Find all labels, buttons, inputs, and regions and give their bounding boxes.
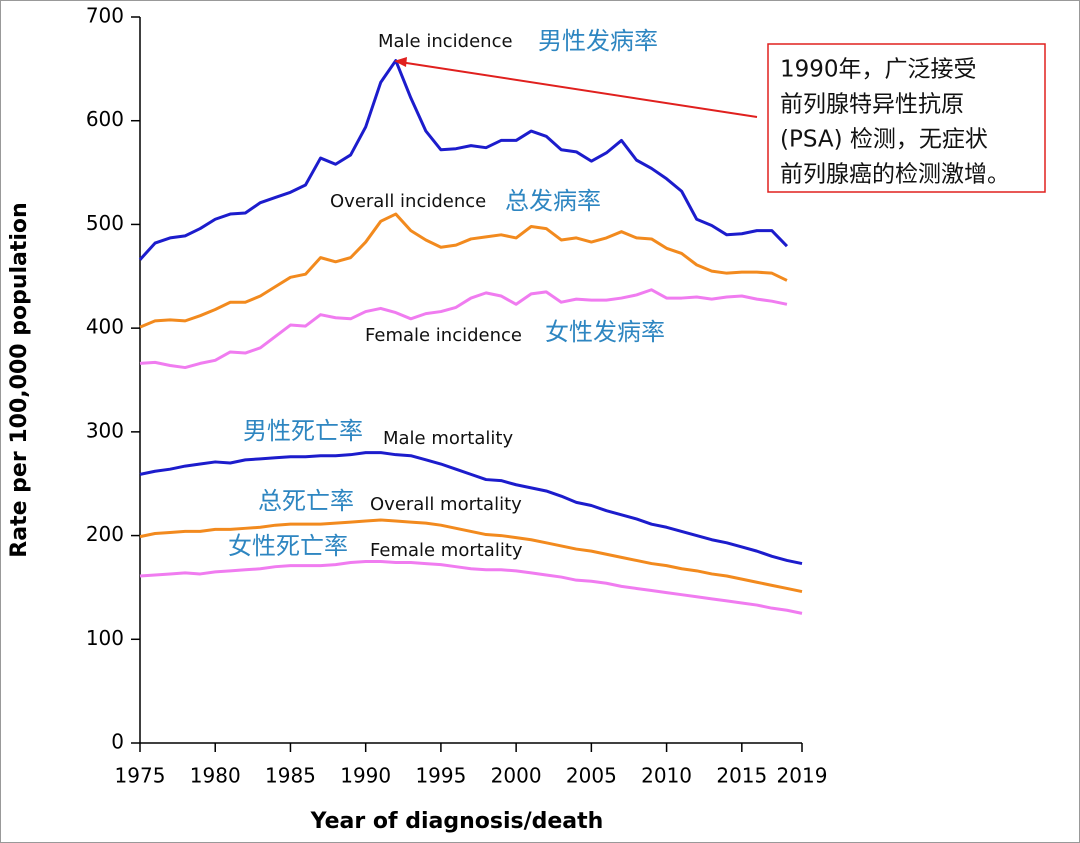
y-tick-label: 200 xyxy=(86,522,124,546)
series-line xyxy=(139,288,788,370)
x-tick-label: 2010 xyxy=(641,764,692,788)
annotation: Female incidence xyxy=(365,325,522,346)
y-tick-label: 600 xyxy=(86,107,124,131)
x-tick-label: 2015 xyxy=(716,764,767,788)
y-tick-label: 300 xyxy=(86,418,124,442)
y-tick-label: 0 xyxy=(111,730,124,754)
annotation: 男性死亡率 xyxy=(243,417,363,445)
callout-arrow xyxy=(399,61,758,118)
annotation: Overall mortality xyxy=(370,494,522,515)
callout-text: 前列腺癌的检测激增。 xyxy=(780,162,1010,188)
series-line xyxy=(139,451,803,566)
annotation: Overall incidence xyxy=(330,191,486,212)
annotation: Male mortality xyxy=(383,428,513,449)
x-tick-label: 2005 xyxy=(566,764,617,788)
x-tick-label: 1995 xyxy=(415,764,466,788)
y-tick-label: 400 xyxy=(86,315,124,339)
x-tick-label: 1975 xyxy=(115,764,166,788)
series-line xyxy=(139,560,803,615)
x-axis-title: Year of diagnosis/death xyxy=(310,809,604,834)
x-tick-label: 2000 xyxy=(491,764,542,788)
callout-text: (PSA) 检测，无症状 xyxy=(780,127,988,153)
series-line xyxy=(139,212,788,329)
x-tick-label: 1985 xyxy=(265,764,316,788)
annotation: Male incidence xyxy=(378,31,513,52)
callout-box xyxy=(767,43,1046,193)
x-tick-label: 1990 xyxy=(340,764,391,788)
y-tick-label: 500 xyxy=(86,211,124,235)
y-axis-title: Rate per 100,000 population xyxy=(7,202,32,557)
series-line xyxy=(139,518,803,594)
annotation: 总发病率 xyxy=(505,187,601,215)
x-tick-label: 1980 xyxy=(190,764,241,788)
series-line xyxy=(138,59,789,261)
callout-text: 1990年，广泛接受 xyxy=(780,57,977,83)
annotation: 男性发病率 xyxy=(538,27,658,55)
annotation: 女性死亡率 xyxy=(228,532,348,560)
annotation: Female mortality xyxy=(370,540,523,561)
callout-arrowhead xyxy=(394,57,407,67)
y-tick-label: 700 xyxy=(86,4,124,28)
annotation: 女性发病率 xyxy=(545,318,665,346)
y-tick-label: 100 xyxy=(86,626,124,650)
callout-text: 前列腺特异性抗原 xyxy=(780,92,964,118)
x-tick-label: 2019 xyxy=(777,764,828,788)
annotation: 总死亡率 xyxy=(258,487,354,515)
